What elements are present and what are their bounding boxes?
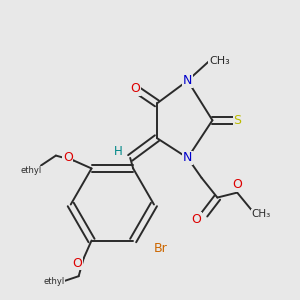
Text: CH₃: CH₃ (251, 209, 271, 219)
Text: ethyl: ethyl (20, 166, 42, 175)
Text: O: O (192, 213, 202, 226)
Text: S: S (233, 114, 241, 127)
Text: CH₃: CH₃ (209, 56, 230, 66)
Text: ethyl: ethyl (43, 277, 64, 286)
Text: O: O (130, 82, 140, 95)
Text: Br: Br (154, 242, 168, 255)
Text: N: N (183, 74, 192, 87)
Text: O: O (73, 257, 82, 270)
Text: O: O (63, 151, 73, 164)
Text: H: H (114, 146, 123, 158)
Text: N: N (183, 152, 192, 164)
Text: O: O (232, 178, 242, 191)
